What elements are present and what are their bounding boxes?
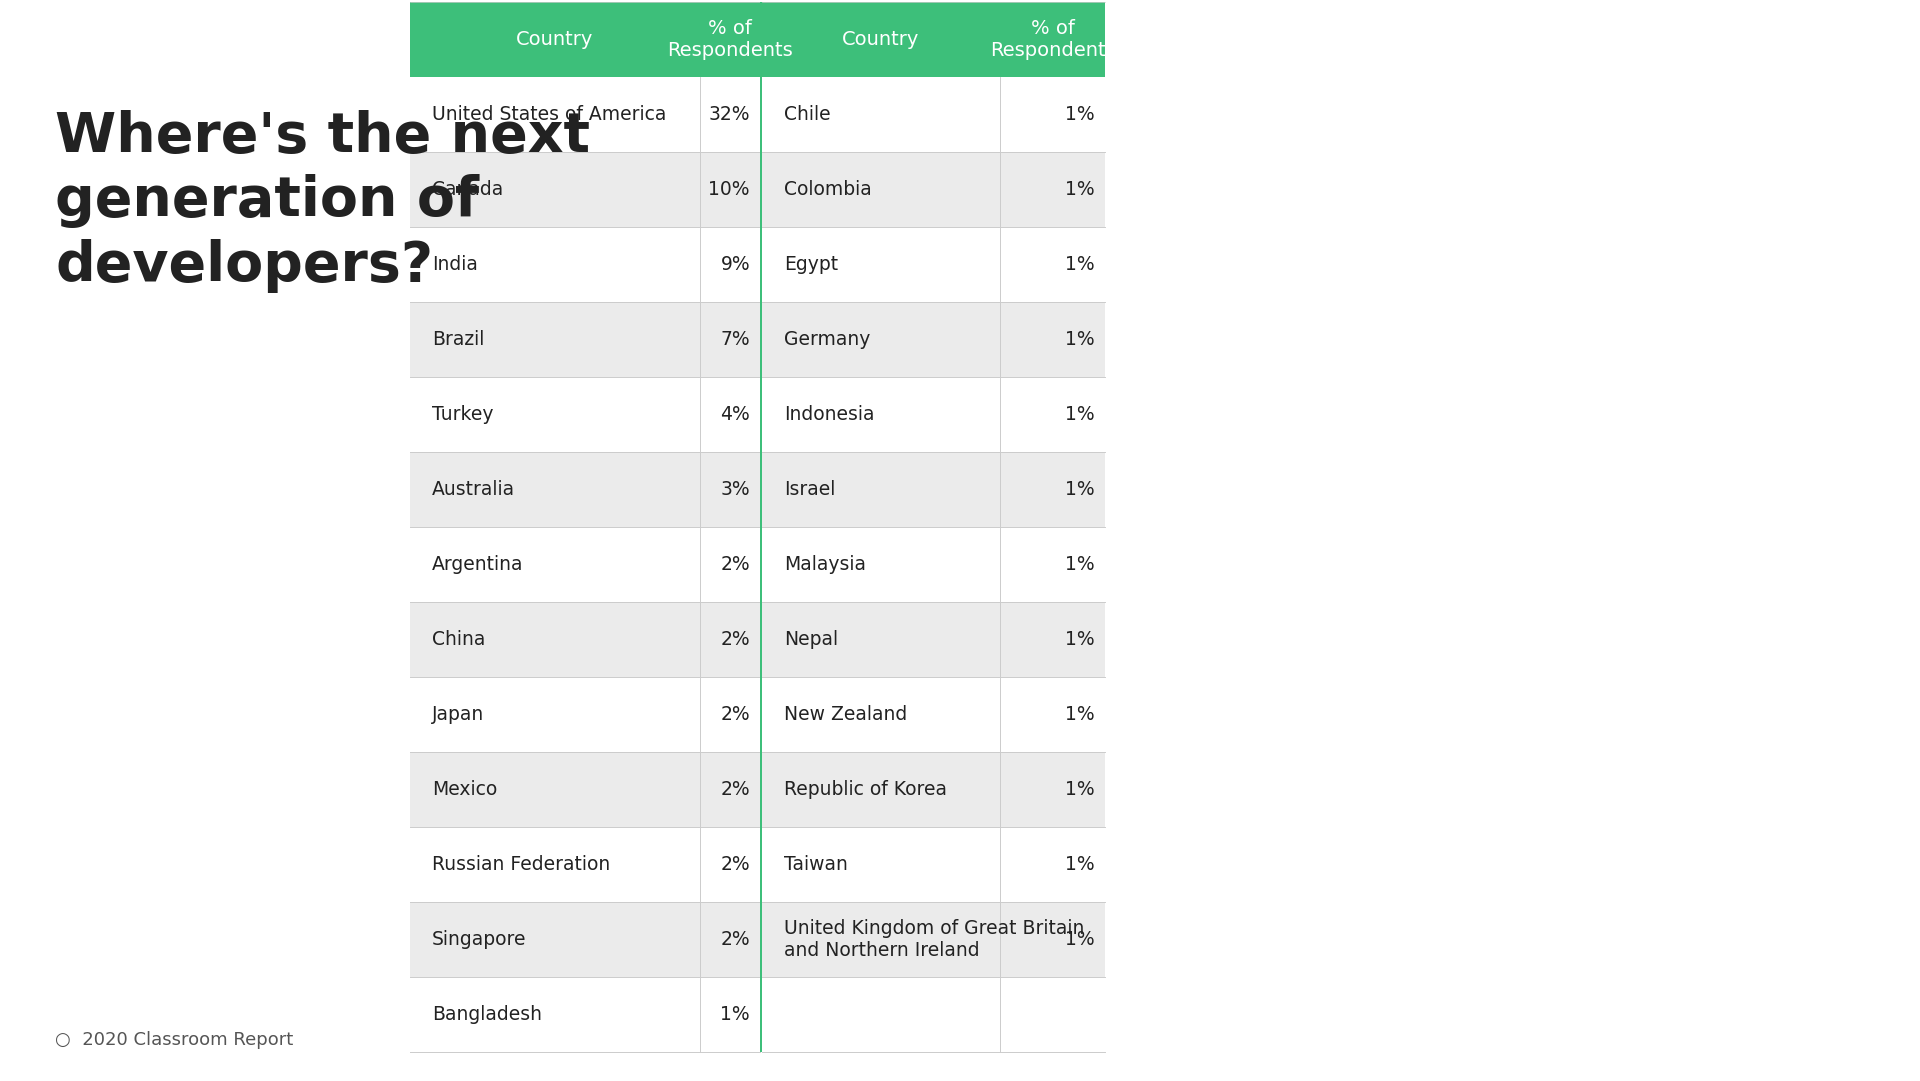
- Bar: [411, 902, 760, 977]
- Bar: [411, 152, 760, 227]
- Text: Egypt: Egypt: [783, 255, 839, 273]
- Bar: [762, 528, 1106, 602]
- Bar: [762, 752, 1106, 827]
- Bar: [411, 602, 760, 677]
- Text: 2%: 2%: [720, 555, 751, 574]
- Bar: [411, 227, 760, 302]
- Text: 2%: 2%: [720, 930, 751, 949]
- Text: Country: Country: [843, 30, 920, 49]
- Text: United Kingdom of Great Britain
and Northern Ireland: United Kingdom of Great Britain and Nort…: [783, 919, 1085, 960]
- Text: 1%: 1%: [1066, 630, 1094, 649]
- Text: 1%: 1%: [1066, 480, 1094, 499]
- Text: China: China: [432, 630, 486, 649]
- Text: 1%: 1%: [1066, 705, 1094, 724]
- Bar: [411, 677, 760, 752]
- Text: Where's the next
generation of
developers?: Where's the next generation of developer…: [56, 110, 589, 293]
- Text: Indonesia: Indonesia: [783, 405, 874, 424]
- Bar: [762, 302, 1106, 377]
- Text: Argentina: Argentina: [432, 555, 524, 574]
- Bar: [411, 452, 760, 528]
- Text: 32%: 32%: [708, 105, 751, 124]
- Text: United States of America: United States of America: [432, 105, 666, 124]
- Bar: [762, 377, 1106, 452]
- Text: Chile: Chile: [783, 105, 831, 124]
- Bar: [762, 602, 1106, 677]
- Bar: [762, 827, 1106, 902]
- Text: 1%: 1%: [1066, 255, 1094, 273]
- Bar: [411, 2, 760, 77]
- Text: Japan: Japan: [432, 705, 484, 724]
- Text: New Zealand: New Zealand: [783, 705, 908, 724]
- Text: Turkey: Turkey: [432, 405, 493, 424]
- Text: Bangladesh: Bangladesh: [432, 1005, 541, 1024]
- Text: 3%: 3%: [720, 480, 751, 499]
- Text: Colombia: Colombia: [783, 181, 872, 199]
- Text: % of
Respondents: % of Respondents: [666, 19, 793, 61]
- Text: 1%: 1%: [1066, 855, 1094, 875]
- Bar: [762, 452, 1106, 528]
- Text: % of
Respondents: % of Respondents: [989, 19, 1116, 61]
- Bar: [411, 752, 760, 827]
- Text: 1%: 1%: [1066, 181, 1094, 199]
- Bar: [762, 152, 1106, 227]
- Text: Taiwan: Taiwan: [783, 855, 849, 875]
- Text: Nepal: Nepal: [783, 630, 839, 649]
- Text: 1%: 1%: [1066, 105, 1094, 124]
- Bar: [760, 2, 762, 1052]
- Text: 4%: 4%: [720, 405, 751, 424]
- Text: Israel: Israel: [783, 480, 835, 499]
- Bar: [762, 77, 1106, 152]
- Text: 10%: 10%: [708, 181, 751, 199]
- Bar: [762, 227, 1106, 302]
- Text: Malaysia: Malaysia: [783, 555, 866, 574]
- Bar: [411, 827, 760, 902]
- Text: 2%: 2%: [720, 705, 751, 724]
- Text: 2%: 2%: [720, 780, 751, 799]
- Bar: [762, 902, 1106, 977]
- Text: Singapore: Singapore: [432, 930, 526, 949]
- Text: 9%: 9%: [720, 255, 751, 273]
- Text: Brazil: Brazil: [432, 330, 484, 349]
- Text: Country: Country: [516, 30, 593, 49]
- Text: 7%: 7%: [720, 330, 751, 349]
- Text: 1%: 1%: [1066, 780, 1094, 799]
- Bar: [762, 977, 1106, 1052]
- Bar: [411, 977, 760, 1052]
- Bar: [411, 528, 760, 602]
- Bar: [411, 377, 760, 452]
- Text: 1%: 1%: [1066, 405, 1094, 424]
- Bar: [411, 302, 760, 377]
- Text: Australia: Australia: [432, 480, 515, 499]
- Text: 2%: 2%: [720, 630, 751, 649]
- Bar: [762, 677, 1106, 752]
- Bar: [411, 77, 760, 152]
- Text: 1%: 1%: [1066, 330, 1094, 349]
- Text: 1%: 1%: [720, 1005, 751, 1024]
- Text: 2%: 2%: [720, 855, 751, 875]
- Text: ○  2020 Classroom Report: ○ 2020 Classroom Report: [56, 1031, 294, 1049]
- Text: Russian Federation: Russian Federation: [432, 855, 611, 875]
- Text: Republic of Korea: Republic of Korea: [783, 780, 947, 799]
- Text: Mexico: Mexico: [432, 780, 497, 799]
- Text: 1%: 1%: [1066, 930, 1094, 949]
- Text: India: India: [432, 255, 478, 273]
- Text: 1%: 1%: [1066, 555, 1094, 574]
- Bar: [762, 2, 1106, 77]
- Text: Germany: Germany: [783, 330, 870, 349]
- Text: Canada: Canada: [432, 181, 503, 199]
